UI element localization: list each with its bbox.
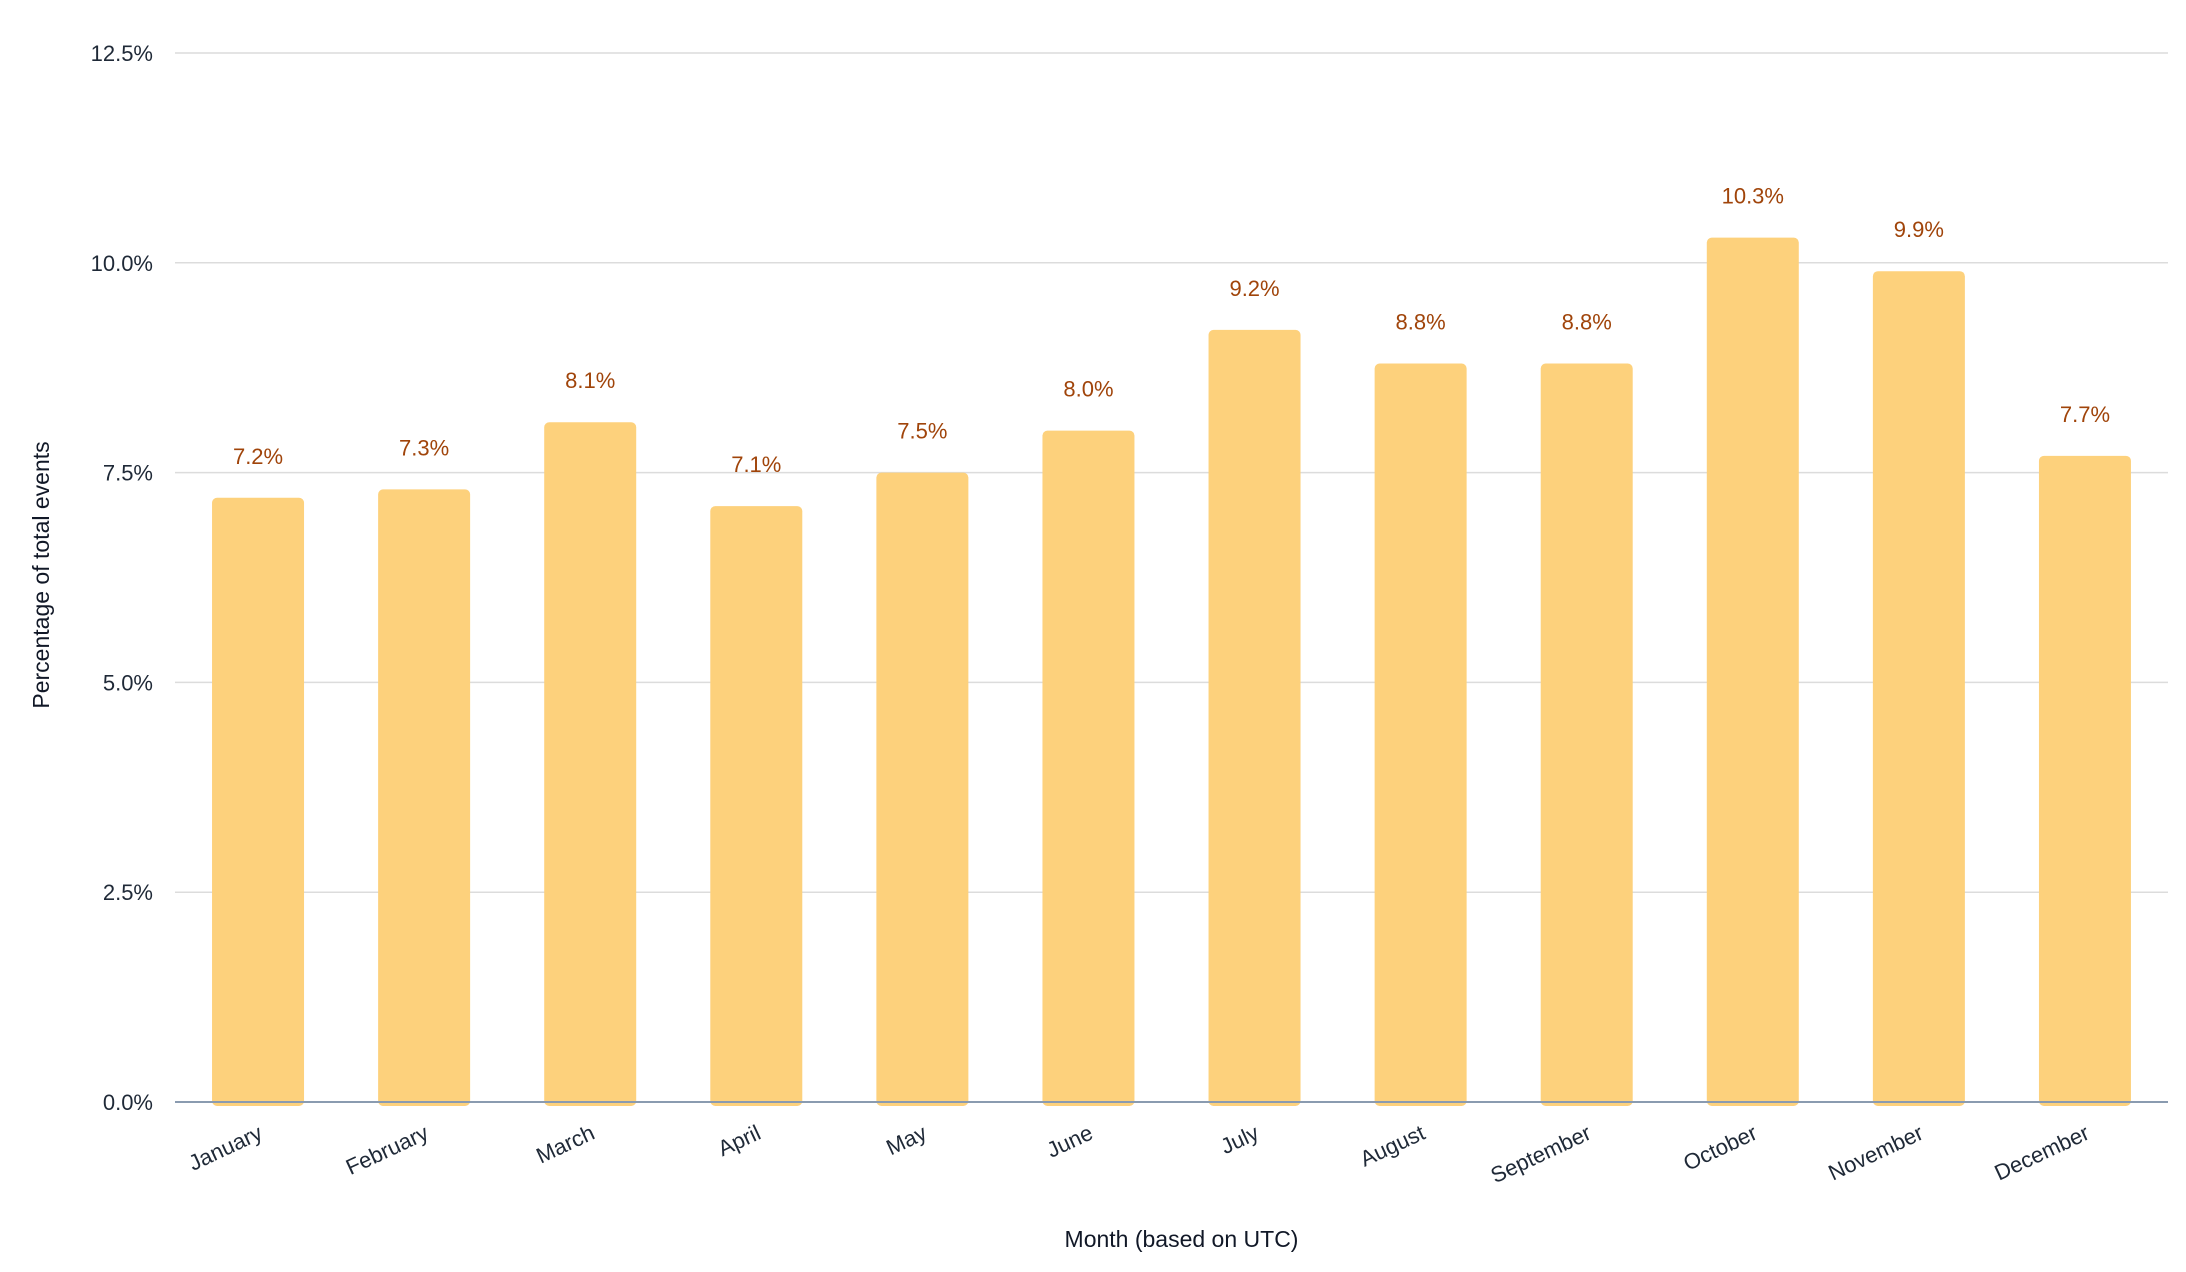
- data-label: 7.7%: [2060, 402, 2110, 427]
- bar-july: [1208, 329, 1301, 1106]
- bar-january: [212, 497, 305, 1106]
- bar-december: [2038, 455, 2131, 1106]
- data-label: 7.3%: [399, 435, 449, 460]
- x-tick-label: August: [1356, 1120, 1429, 1172]
- bar-february: [378, 489, 471, 1106]
- data-label: 10.3%: [1722, 184, 1784, 209]
- data-label: 7.5%: [897, 419, 947, 444]
- data-label: 8.1%: [565, 368, 615, 393]
- y-tick-label: 5.0%: [103, 670, 153, 695]
- bar-march: [544, 422, 637, 1106]
- x-tick-label: July: [1217, 1120, 1263, 1159]
- x-tick-label: June: [1043, 1120, 1097, 1163]
- data-label: 9.9%: [1894, 217, 1944, 242]
- bar-september: [1540, 363, 1633, 1106]
- y-axis-ticks: 0.0% 2.5% 5.0% 7.5% 10.0% 12.5%: [91, 41, 153, 1115]
- data-label: 7.2%: [233, 444, 283, 469]
- bars: [212, 237, 2131, 1107]
- x-axis-title: Month (based on UTC): [1065, 1226, 1299, 1252]
- data-label: 8.8%: [1396, 310, 1446, 335]
- y-tick-label: 2.5%: [103, 880, 153, 905]
- y-axis-title: Percentage of total events: [28, 441, 54, 708]
- x-tick-label: December: [1991, 1120, 2094, 1186]
- data-label: 8.8%: [1562, 310, 1612, 335]
- x-tick-label: May: [882, 1120, 930, 1160]
- bar-august: [1374, 363, 1467, 1106]
- x-tick-label: February: [342, 1120, 432, 1180]
- bar-june: [1042, 430, 1135, 1106]
- gridlines: [175, 52, 2168, 893]
- y-tick-label: 12.5%: [91, 41, 153, 66]
- data-label: 9.2%: [1229, 276, 1279, 301]
- x-tick-label: March: [532, 1120, 598, 1168]
- data-label: 7.1%: [731, 452, 781, 477]
- bar-november: [1872, 271, 1965, 1106]
- data-label: 8.0%: [1063, 377, 1113, 402]
- x-axis-ticks: January February March April May June July Augu…: [185, 1120, 2093, 1188]
- bar-april: [710, 506, 803, 1107]
- y-tick-label: 7.5%: [103, 461, 153, 486]
- x-tick-label: January: [185, 1120, 267, 1176]
- y-tick-label: 0.0%: [103, 1090, 153, 1115]
- x-tick-label: April: [714, 1120, 764, 1161]
- x-tick-label: November: [1824, 1120, 1927, 1186]
- y-tick-label: 10.0%: [91, 251, 153, 276]
- bar-may: [876, 472, 969, 1107]
- data-labels: 7.2% 7.3% 8.1% 7.1% 7.5% 8.0% 9.2% 8.8% 8.8% 10.3…: [233, 184, 2110, 478]
- x-tick-label: October: [1679, 1120, 1760, 1176]
- x-tick-label: September: [1487, 1120, 1595, 1188]
- bar-october: [1706, 237, 1799, 1106]
